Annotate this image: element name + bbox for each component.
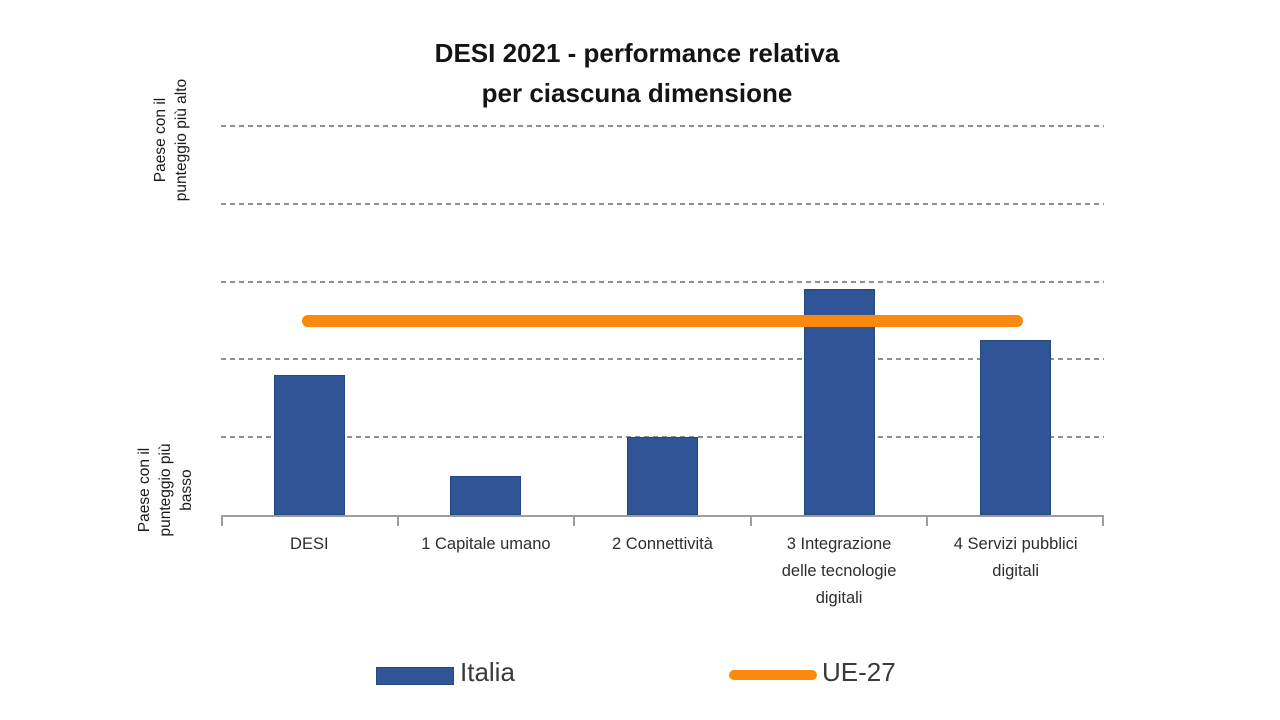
x-category-label-3: 2 Connettività (612, 535, 713, 553)
legend-ue27-line-swatch (729, 670, 817, 680)
x-axis-line (221, 515, 1104, 517)
bar-3 (627, 437, 698, 515)
x-axis-tick (926, 517, 929, 526)
legend-italia-swatch (376, 667, 454, 685)
y-axis-label-top: Paese con il punteggio più alto (152, 78, 190, 202)
x-category-label-4: 3 Integrazione delle tecnologie digitali (781, 535, 897, 607)
x-axis-tick (396, 517, 399, 526)
chart-title: DESI 2021 - performance relativa per cia… (287, 33, 987, 113)
x-category-label-5: 4 Servizi pubblici digitali (953, 535, 1078, 580)
y-axis-label-bottom: Paese con il punteggio più basso (136, 443, 195, 537)
bar-2 (450, 476, 522, 515)
ue27-average-line (302, 314, 1023, 327)
x-axis-tick (1102, 517, 1104, 526)
x-category-label-1: DESI (290, 535, 329, 553)
x-category-label-2: 1 Capitale umano (421, 535, 551, 553)
gridline (221, 280, 1104, 283)
gridline (221, 125, 1104, 127)
legend-italia-label: Italia (460, 657, 515, 687)
chart-title-line2: per ciascuna dimensione (481, 78, 793, 108)
bar-4 (803, 289, 875, 515)
plot-area (221, 125, 1104, 526)
gridline (221, 436, 1104, 439)
bar-1 (273, 374, 345, 515)
legend-ue27-label: UE-27 (822, 657, 896, 687)
x-axis-tick (573, 517, 576, 526)
chart-title-line1: DESI 2021 - performance relativa (434, 38, 840, 68)
x-axis-tick (749, 517, 752, 526)
gridline (221, 358, 1104, 361)
x-axis-tick (221, 517, 223, 526)
gridline (221, 202, 1104, 205)
x-axis-labels: DESI 1 Capitale umano 2 Connettività 3 Inte… (221, 531, 1104, 612)
bar-5 (980, 339, 1052, 515)
